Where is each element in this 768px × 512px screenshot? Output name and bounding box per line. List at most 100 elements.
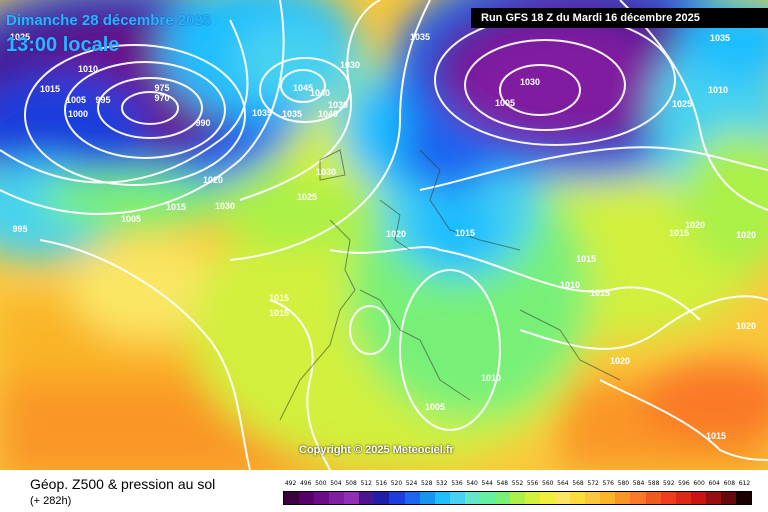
- run-info: Run GFS 18 Z du Mardi 16 décembre 2025: [471, 8, 768, 28]
- scale-swatch: [630, 492, 646, 504]
- legend-lead-time: (+ 282h): [30, 495, 72, 507]
- scale-swatch: [359, 492, 375, 504]
- scale-label: 556: [526, 480, 539, 487]
- pressure-label: 1025: [672, 99, 692, 109]
- scale-swatch: [299, 492, 315, 504]
- scale-label: 612: [738, 480, 751, 487]
- scale-label: 580: [617, 480, 630, 487]
- scale-label: 520: [390, 480, 403, 487]
- scale-swatch: [705, 492, 721, 504]
- pressure-label: 1025: [10, 32, 30, 42]
- scale-label: 532: [436, 480, 448, 487]
- pressure-label: 975: [154, 83, 169, 93]
- scale-label: 564: [557, 480, 569, 487]
- scale-swatch: [540, 492, 556, 504]
- scale-swatch: [449, 492, 465, 504]
- pressure-label: 1020: [736, 321, 756, 331]
- pressure-label: 1005: [425, 402, 445, 412]
- pressure-label: 1030: [520, 77, 540, 87]
- pressure-label: 1010: [560, 280, 580, 290]
- scale-label: 492: [284, 480, 297, 487]
- scale-swatch: [509, 492, 525, 504]
- scale-swatch: [419, 492, 435, 504]
- scale-swatch: [344, 492, 360, 504]
- scale-swatch: [404, 492, 420, 504]
- scale-label: 508: [345, 480, 357, 487]
- pressure-label: 1040: [310, 88, 330, 98]
- scale-label: 500: [315, 480, 327, 487]
- scale-label: 576: [602, 480, 614, 487]
- scale-label: 568: [572, 480, 584, 487]
- scale-label: 524: [405, 480, 418, 487]
- scale-swatch: [675, 492, 691, 504]
- scale-label: 584: [632, 480, 645, 487]
- scale-swatch: [585, 492, 601, 504]
- scale-label: 548: [496, 480, 509, 487]
- pressure-label: 1040: [318, 109, 338, 119]
- scale-swatch: [570, 492, 586, 504]
- scale-label: 596: [678, 480, 690, 487]
- scale-swatch: [389, 492, 405, 504]
- legend-title: Géop. Z500 & pression au sol: [30, 476, 216, 492]
- pressure-label: 1010: [708, 85, 728, 95]
- scale-swatch: [555, 492, 571, 504]
- scale-swatch: [615, 492, 631, 504]
- scale-swatch: [600, 492, 616, 504]
- scale-swatch: [374, 492, 390, 504]
- legend-panel: Géop. Z500 & pression au sol (+ 282h) 49…: [0, 470, 768, 512]
- pressure-label: 990: [195, 118, 210, 128]
- pressure-label: 1035: [252, 108, 272, 118]
- color-scale: 492 496 500 504 508 512 516 520 524 528 532 536 540 5…: [283, 480, 752, 506]
- pressure-label: 1000: [68, 109, 88, 119]
- scale-label: 604: [708, 480, 720, 487]
- pressure-label: 1020: [736, 230, 756, 240]
- scale-label: 516: [375, 480, 388, 487]
- scale-label: 588: [647, 480, 660, 487]
- scale-label: 512: [360, 480, 372, 487]
- forecast-time: 13:00 locale: [6, 34, 120, 56]
- scale-label: 536: [451, 480, 463, 487]
- scale-label: 560: [542, 480, 554, 487]
- pressure-label: 1020: [386, 229, 406, 239]
- pressure-label: 1015: [455, 228, 475, 238]
- forecast-date: Dimanche 28 décembre 2025: [6, 12, 212, 29]
- scale-swatch: [645, 492, 661, 504]
- pressure-label: 1015: [590, 288, 610, 298]
- scale-label: 544: [481, 480, 493, 487]
- pressure-label: 1045: [293, 83, 313, 93]
- pressure-label: 1030: [340, 60, 360, 70]
- scale-label: 504: [330, 480, 342, 487]
- pressure-label: 1015: [269, 293, 289, 303]
- pressure-label: 1005: [66, 95, 86, 105]
- pressure-label: 1015: [269, 308, 289, 318]
- pressure-label: 1030: [316, 167, 336, 177]
- scale-swatch: [464, 492, 480, 504]
- scale-bar: [283, 491, 752, 505]
- scale-swatch: [479, 492, 495, 504]
- scale-swatch: [660, 492, 676, 504]
- scale-swatch: [314, 492, 330, 504]
- scale-swatch: [494, 492, 510, 504]
- scale-swatch: [525, 492, 541, 504]
- scale-label: 528: [420, 480, 433, 487]
- pressure-label: 1005: [495, 98, 515, 108]
- pressure-label: 1015: [669, 228, 689, 238]
- pressure-label: 995: [12, 224, 27, 234]
- scale-label: 608: [723, 480, 736, 487]
- scale-swatch: [690, 492, 706, 504]
- pressure-label: 1015: [40, 84, 60, 94]
- pressure-label: 1015: [166, 202, 186, 212]
- scale-label: 592: [663, 480, 675, 487]
- scale-swatch: [284, 492, 300, 504]
- pressure-label: 995: [95, 95, 110, 105]
- weather-map: 1025 1010 1015 1005 995 1000 975 970 990 1020 1030…: [0, 0, 768, 470]
- pressure-label: 1020: [610, 356, 630, 366]
- pressure-label: 1035: [410, 32, 430, 42]
- copyright: Copyright © 2025 Meteociel.fr: [299, 444, 454, 456]
- pressure-label: 1015: [576, 254, 596, 264]
- pressure-label: 1005: [121, 214, 141, 224]
- pressure-label: 1030: [328, 100, 348, 110]
- pressure-label: 1035: [282, 109, 302, 119]
- pressure-label: 1035: [710, 33, 730, 43]
- pressure-label: 1030: [215, 201, 235, 211]
